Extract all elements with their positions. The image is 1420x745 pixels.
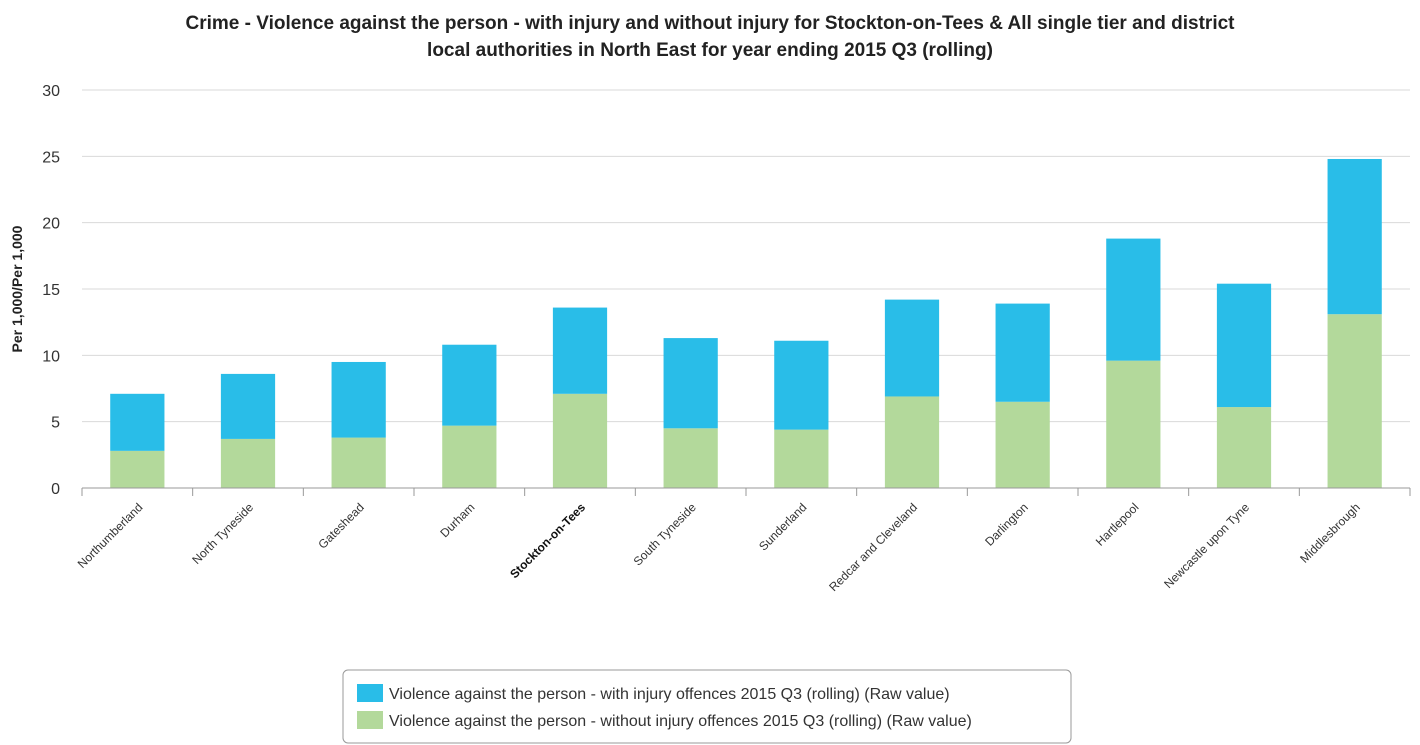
bar-segment (774, 340, 829, 430)
bar-segment (884, 396, 940, 488)
chart-title-line-1: Crime - Violence against the person - wi… (186, 13, 1236, 34)
bar-segment (1106, 238, 1161, 361)
x-tick-label: North Tyneside (189, 500, 256, 567)
x-tick-label: Hartlepool (1093, 500, 1142, 549)
legend-label: Violence against the person - with injur… (389, 686, 950, 703)
grid-lines (82, 89, 1410, 423)
bar-segment (663, 338, 718, 429)
x-tick-label: Middlesbrough (1297, 500, 1363, 566)
y-tick-label: 25 (42, 149, 60, 166)
bar-segment (995, 303, 1050, 402)
legend-label: Violence against the person - without in… (389, 713, 972, 730)
bar-segment (1216, 407, 1272, 488)
y-tick-label: 15 (42, 282, 60, 299)
y-tick-label: 5 (51, 415, 60, 432)
bar-segment (110, 393, 165, 451)
bar-segment (220, 438, 276, 488)
x-tick-label: Northumberland (75, 500, 146, 571)
x-tick-label: Newcastle upon Tyne (1161, 500, 1252, 591)
x-axis (81, 487, 1411, 496)
chart-title-line-2: local authorities in North East for year… (427, 40, 993, 61)
bar-segment (1327, 158, 1382, 315)
x-tick-label: Stockton-on-Tees (507, 500, 588, 581)
bar-segment (220, 373, 276, 439)
y-tick-label: 20 (42, 216, 60, 233)
legend: Violence against the person - with injur… (342, 669, 1072, 744)
legend-swatch (357, 711, 383, 729)
bar-segment (663, 428, 718, 488)
bar-segment (884, 299, 940, 397)
x-tick-label: South Tyneside (631, 500, 699, 568)
y-tick-label: 30 (42, 83, 60, 100)
x-tick-label: Redcar and Cleveland (826, 500, 920, 594)
bar-segment (1327, 314, 1382, 488)
y-tick-label: 0 (51, 481, 60, 498)
bar-segment (774, 429, 829, 488)
y-axis-label: Per 1,000/Per 1,000 (9, 225, 25, 352)
legend-swatch (357, 684, 383, 702)
x-tick-label: Durham (437, 500, 477, 540)
x-tick-label: Gateshead (315, 500, 366, 551)
y-tick-label: 10 (42, 348, 60, 365)
x-tick-labels: Northumberland North Tyneside Gateshead Dur… (75, 500, 1363, 594)
bar-segment (331, 437, 386, 488)
bar-segment (552, 393, 608, 488)
legend-box (342, 669, 1072, 744)
bar-segment (442, 344, 497, 426)
bar-segment (1106, 360, 1161, 488)
bar-segment (1216, 283, 1272, 408)
bar-segment (331, 361, 386, 438)
x-tick-label: Darlington (982, 500, 1031, 549)
bar-segment (442, 425, 497, 488)
bar-segment (552, 307, 608, 394)
y-tick-labels: 0 5 10 15 20 25 30 (42, 83, 60, 498)
x-tick-label: Sunderland (756, 500, 809, 553)
bars (110, 158, 1382, 488)
bar-segment (110, 450, 165, 488)
bar-segment (995, 401, 1050, 488)
